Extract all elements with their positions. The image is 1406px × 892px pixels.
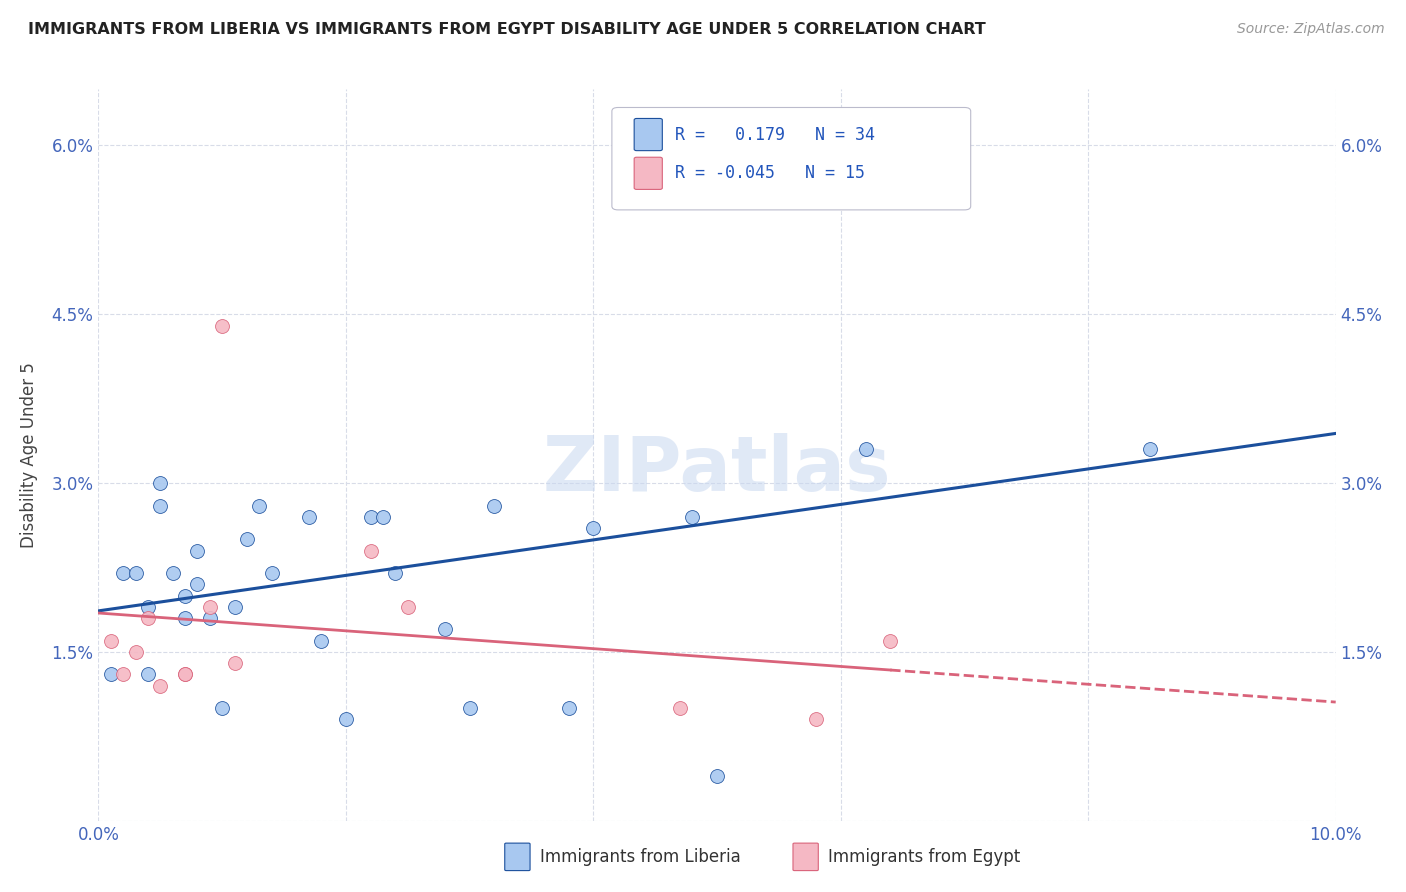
FancyBboxPatch shape — [634, 157, 662, 189]
Point — [484, 499, 506, 513]
FancyBboxPatch shape — [634, 119, 662, 151]
Point — [804, 712, 827, 726]
Point — [260, 566, 283, 580]
Point — [211, 318, 233, 333]
Point — [360, 543, 382, 558]
Point — [136, 599, 159, 614]
Point — [100, 667, 122, 681]
Point — [174, 611, 197, 625]
Y-axis label: Disability Age Under 5: Disability Age Under 5 — [20, 362, 38, 548]
Point — [174, 667, 197, 681]
Text: Immigrants from Egypt: Immigrants from Egypt — [828, 848, 1021, 866]
Point — [124, 566, 146, 580]
Point — [335, 712, 357, 726]
Point — [681, 509, 703, 524]
Text: R = -0.045   N = 15: R = -0.045 N = 15 — [675, 164, 865, 182]
Point — [211, 701, 233, 715]
Point — [433, 623, 456, 637]
Point — [174, 667, 197, 681]
Point — [879, 633, 901, 648]
Point — [582, 521, 605, 535]
Point — [124, 645, 146, 659]
Point — [298, 509, 321, 524]
Point — [186, 543, 208, 558]
Text: R =   0.179   N = 34: R = 0.179 N = 34 — [675, 126, 875, 144]
Point — [100, 633, 122, 648]
Point — [236, 533, 259, 547]
Text: Immigrants from Liberia: Immigrants from Liberia — [540, 848, 741, 866]
Point — [186, 577, 208, 591]
Text: Source: ZipAtlas.com: Source: ZipAtlas.com — [1237, 22, 1385, 37]
Point — [706, 769, 728, 783]
Text: IMMIGRANTS FROM LIBERIA VS IMMIGRANTS FROM EGYPT DISABILITY AGE UNDER 5 CORRELAT: IMMIGRANTS FROM LIBERIA VS IMMIGRANTS FR… — [28, 22, 986, 37]
Point — [149, 476, 172, 491]
Point — [384, 566, 406, 580]
Point — [731, 172, 754, 186]
Point — [1139, 442, 1161, 457]
Point — [112, 566, 135, 580]
Point — [174, 589, 197, 603]
Point — [224, 599, 246, 614]
Point — [557, 701, 579, 715]
Point — [224, 656, 246, 670]
Point — [198, 611, 221, 625]
Point — [136, 611, 159, 625]
Point — [247, 499, 270, 513]
Point — [162, 566, 184, 580]
Point — [371, 509, 394, 524]
Point — [136, 667, 159, 681]
Point — [309, 633, 332, 648]
Point — [360, 509, 382, 524]
Point — [198, 599, 221, 614]
Point — [458, 701, 481, 715]
Point — [396, 599, 419, 614]
Text: ZIPatlas: ZIPatlas — [543, 433, 891, 507]
Point — [112, 667, 135, 681]
Point — [149, 499, 172, 513]
FancyBboxPatch shape — [612, 108, 970, 210]
Point — [855, 442, 877, 457]
Point — [149, 679, 172, 693]
Point — [669, 701, 692, 715]
